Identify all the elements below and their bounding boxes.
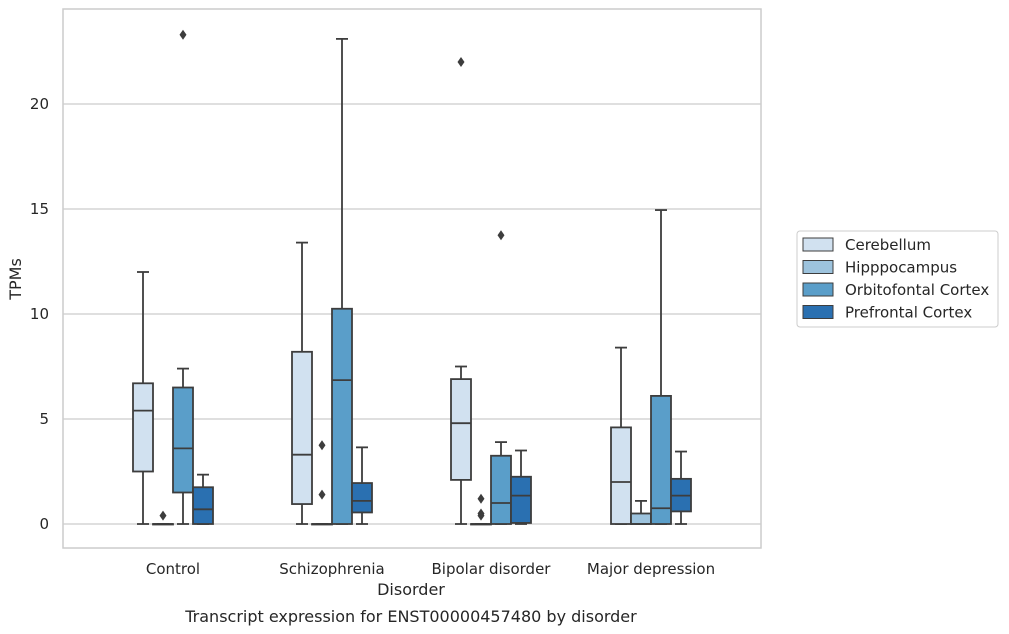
legend-swatch [802,282,834,297]
outlier-point [159,510,167,521]
y-tick-label: 0 [39,515,49,533]
box-plots [132,29,692,526]
y-tick-label: 20 [30,95,49,113]
box-hipppocampus [470,493,492,526]
legend-frame [796,230,999,328]
plot-frame [62,8,762,549]
box-prefrontal-cortex [670,450,692,525]
box-cerebellum [291,241,313,525]
iqr-box [510,475,532,524]
iqr-box [450,378,472,481]
outlier-point [318,489,326,500]
box-orbitofontal-cortex [490,230,512,525]
x-tick-label: Major depression [587,560,715,578]
iqr-box [351,482,373,514]
iqr-box [650,394,672,525]
outlier-point [477,510,485,521]
legend-swatch [802,237,834,252]
chart-caption: Transcript expression for ENST0000045748… [184,607,637,626]
box-cerebellum [610,346,632,525]
box-cerebellum [450,57,472,525]
y-tick-labels: 0 5 10 15 20 [30,95,49,533]
x-tick-label: Bipolar disorder [432,560,552,578]
iqr-box [610,426,632,525]
iqr-box [172,386,194,494]
outlier-point [457,57,465,67]
legend: Cerebellum Hipppocampus Orbitofontal Corte… [796,230,999,328]
box-hipppocampus [311,440,333,526]
box-orbitofontal-cortex [331,38,353,525]
box-orbitofontal-cortex [172,29,194,525]
iqr-box [331,307,353,525]
legend-label: Prefrontal Cortex [845,304,972,322]
x-axis-label: Disorder [377,580,445,599]
legend-label: Hipppocampus [845,259,957,277]
box-prefrontal-cortex [192,473,214,525]
box-hipppocampus [630,499,652,525]
iqr-box [132,382,154,473]
outlier-point [497,230,505,241]
y-tick-label: 5 [39,410,49,428]
box-orbitofontal-cortex [650,209,672,525]
box-prefrontal-cortex [351,446,373,525]
iqr-box [490,454,512,525]
box-prefrontal-cortex [510,449,532,525]
outlier-point [318,440,326,451]
legend-label: Cerebellum [845,236,931,254]
legend-label: Orbitofontal Cortex [845,281,989,299]
box-hipppocampus [152,510,174,526]
iqr-box [192,486,214,525]
x-tick-label: Schizophrenia [279,560,384,578]
box-cerebellum [132,271,154,525]
iqr-box [630,512,652,525]
y-axis-label: TPMs [6,258,25,301]
y-tick-label: 15 [30,200,49,218]
x-tick-labels: Control Schizophrenia Bipolar disorder Majo… [146,560,715,578]
legend-swatch [802,260,834,274]
y-tick-label: 10 [30,305,49,323]
outlier-point [179,29,187,40]
outlier-point [477,493,485,504]
x-tick-label: Control [146,560,200,578]
legend-swatch [802,305,834,319]
iqr-box [291,350,313,505]
